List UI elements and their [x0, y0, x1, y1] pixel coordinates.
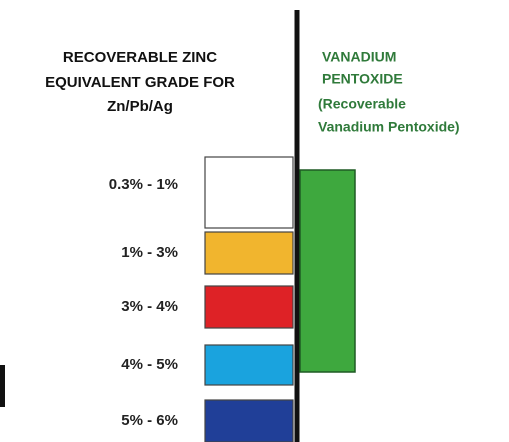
- right-header-line: PENTOXIDE: [322, 71, 403, 87]
- grade-label: 1% - 3%: [121, 244, 178, 261]
- right-header-line: VANADIUM: [322, 49, 396, 65]
- right-header-line: Vanadium Pentoxide): [318, 119, 460, 135]
- left-header-line: EQUIVALENT GRADE FOR: [45, 74, 235, 91]
- grade-swatch: [204, 399, 294, 442]
- grade-label: 5% - 6%: [121, 412, 178, 429]
- grade-swatch: [204, 156, 294, 229]
- grade-swatch: [204, 344, 294, 386]
- edge-mark: [0, 365, 5, 407]
- grade-label: 0.3% - 1%: [109, 176, 178, 193]
- grade-swatch: [204, 285, 294, 329]
- grade-label: 4% - 5%: [121, 356, 178, 373]
- left-header-line: Zn/Pb/Ag: [107, 98, 173, 115]
- grade-label: 3% - 4%: [121, 298, 178, 315]
- left-header-line: RECOVERABLE ZINC: [63, 49, 217, 66]
- vanadium-box: [299, 169, 356, 373]
- grade-swatch: [204, 231, 294, 275]
- right-header-line: (Recoverable: [318, 96, 406, 112]
